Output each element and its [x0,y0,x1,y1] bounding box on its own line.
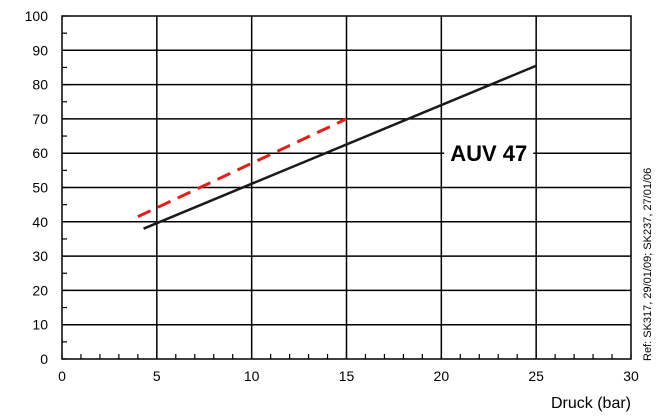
x-tick-label: 20 [434,368,450,384]
y-tick-labels: 0 10 20 30 40 50 60 70 80 90 100 [25,8,49,367]
y-tick-label: 10 [32,317,48,333]
x-tick-label: 5 [153,368,161,384]
series-layer [137,64,537,230]
x-tick-label: 10 [244,368,260,384]
series-line-2 [137,117,348,219]
x-tick-labels: 0 5 10 15 20 25 30 [58,368,639,384]
y-tick-label: 40 [32,214,48,230]
x-tick-label: 30 [623,368,639,384]
y-tick-label: 70 [32,111,48,127]
y-tick-label: 90 [32,42,48,58]
series-line-1 [143,64,537,230]
series-annotation-label: AUV 47 [450,141,527,166]
y-tick-label: 50 [32,180,48,196]
y-tick-label: 100 [25,8,49,24]
x-tick-label: 25 [528,368,544,384]
y-tick-label: 30 [32,248,48,264]
x-tick-label: 0 [58,368,66,384]
x-tick-label: 15 [339,368,355,384]
y-tick-label: 80 [32,77,48,93]
y-tick-label: 20 [32,282,48,298]
plot-frame [61,15,632,360]
x-axis-label: Druck (bar) [551,395,631,412]
y-tick-label: 60 [32,145,48,161]
reference-note: Ref: SK317, 29/01/09; SK237, 27/01/06 [642,168,654,361]
grid [62,16,631,359]
annotation-background [444,139,534,169]
y-tick-label: 0 [40,351,48,367]
annotation-layer: AUV 47 [444,139,534,169]
